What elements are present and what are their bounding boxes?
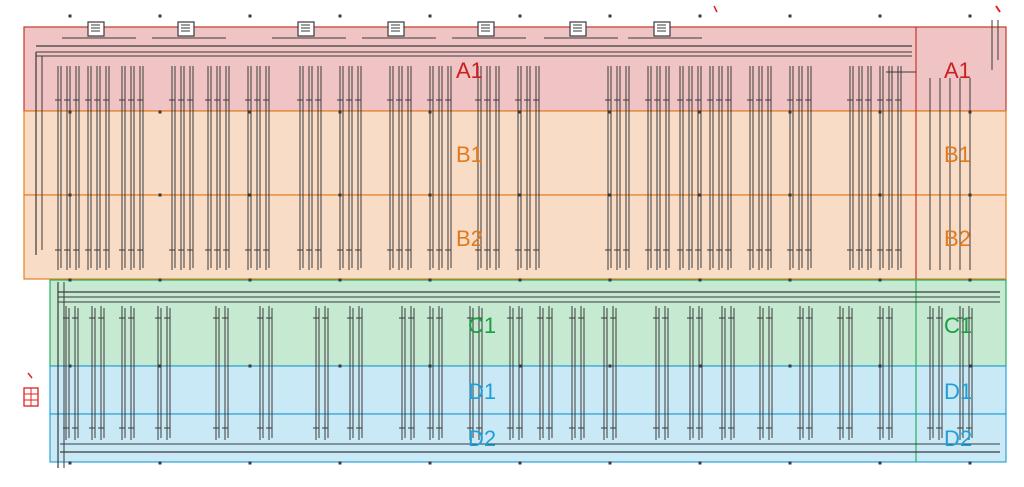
column-marker	[68, 110, 72, 114]
zone-label-d1: D1	[468, 379, 496, 404]
column-marker	[338, 278, 342, 282]
column-marker	[338, 110, 342, 114]
junction-box-icon	[152, 21, 226, 39]
legend-marker-icon	[23, 372, 39, 407]
column-marker	[248, 110, 252, 114]
column-marker	[788, 461, 792, 465]
zone-label-b1: B1	[456, 142, 483, 167]
column-marker	[68, 278, 72, 282]
column-marker	[158, 364, 162, 368]
column-marker	[698, 461, 702, 465]
column-marker	[788, 14, 792, 18]
column-marker	[518, 461, 522, 465]
column-marker	[698, 14, 702, 18]
column-marker	[248, 461, 252, 465]
zone-d1	[49, 365, 1007, 415]
column-marker	[338, 461, 342, 465]
column-marker	[158, 110, 162, 114]
zone-b1	[23, 110, 1007, 196]
column-marker	[68, 193, 72, 197]
junction-box-icon	[544, 21, 618, 39]
zone-label-b2: B2	[456, 226, 483, 251]
column-marker	[788, 364, 792, 368]
column-marker	[428, 364, 432, 368]
column-marker	[878, 110, 882, 114]
column-marker	[878, 193, 882, 197]
column-marker	[518, 14, 522, 18]
north-marker-icon	[713, 5, 1001, 13]
side-label-c1: C1	[944, 313, 972, 338]
column-marker	[878, 14, 882, 18]
column-marker	[428, 110, 432, 114]
column-marker	[248, 364, 252, 368]
side-label-b2: B2	[944, 226, 971, 251]
column-marker	[518, 110, 522, 114]
column-marker	[518, 278, 522, 282]
junction-boxes	[62, 21, 702, 39]
column-marker	[248, 278, 252, 282]
zone-label-a1: A1	[456, 58, 483, 83]
column-marker	[968, 364, 972, 368]
column-marker	[878, 278, 882, 282]
column-marker	[608, 110, 612, 114]
column-marker	[428, 14, 432, 18]
junction-box-icon	[272, 21, 346, 39]
column-marker	[158, 278, 162, 282]
column-marker	[68, 461, 72, 465]
column-marker	[428, 193, 432, 197]
column-marker	[608, 193, 612, 197]
junction-box-icon	[62, 21, 136, 39]
column-marker	[68, 364, 72, 368]
column-marker	[158, 193, 162, 197]
column-marker	[788, 193, 792, 197]
column-marker	[338, 193, 342, 197]
junction-box-icon	[452, 21, 526, 39]
column-marker	[68, 14, 72, 18]
column-marker	[788, 110, 792, 114]
zone-a1	[23, 26, 1007, 112]
column-marker	[698, 193, 702, 197]
pipework-lines	[35, 14, 1000, 468]
side-label-a1: A1	[944, 58, 971, 83]
zone-label-c1: C1	[468, 313, 496, 338]
column-marker	[968, 461, 972, 465]
column-marker	[608, 461, 612, 465]
column-marker	[968, 110, 972, 114]
column-marker	[428, 278, 432, 282]
junction-box-icon	[628, 21, 702, 39]
column-marker	[698, 364, 702, 368]
column-marker	[338, 364, 342, 368]
column-marker	[788, 278, 792, 282]
column-marker	[878, 364, 882, 368]
column-marker	[968, 278, 972, 282]
column-marker	[158, 461, 162, 465]
zone-b2	[23, 194, 1007, 280]
column-marker	[968, 14, 972, 18]
column-marker	[338, 14, 342, 18]
column-marker	[608, 14, 612, 18]
column-marker	[518, 193, 522, 197]
column-marker	[608, 278, 612, 282]
column-marker	[428, 461, 432, 465]
side-label-d2: D2	[944, 426, 972, 451]
column-marker	[608, 364, 612, 368]
column-marker	[248, 14, 252, 18]
zone-d2	[49, 413, 1007, 463]
column-marker	[698, 278, 702, 282]
zone-c1	[49, 279, 1007, 367]
side-label-d1: D1	[944, 379, 972, 404]
column-marker	[158, 14, 162, 18]
column-marker	[248, 193, 252, 197]
side-label-b1: B1	[944, 142, 971, 167]
column-marker	[518, 364, 522, 368]
column-marker	[968, 193, 972, 197]
column-marker	[698, 110, 702, 114]
junction-box-icon	[362, 21, 436, 39]
column-marker	[878, 461, 882, 465]
zone-label-d2: D2	[468, 426, 496, 451]
